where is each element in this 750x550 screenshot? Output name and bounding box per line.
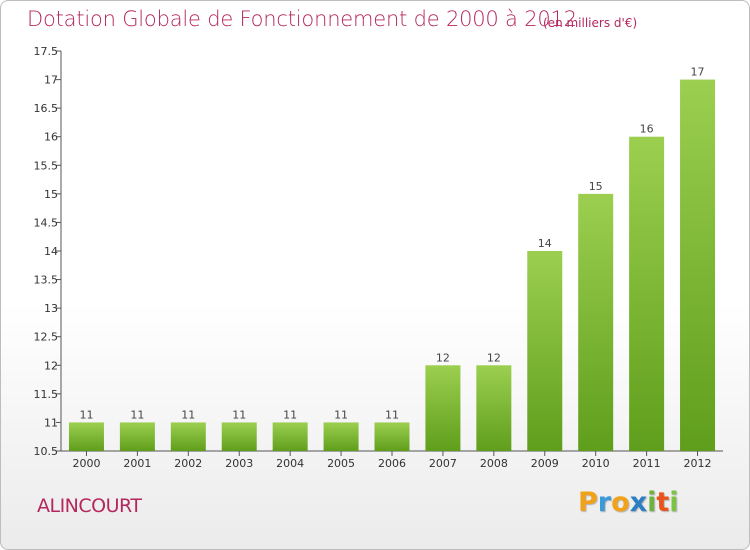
bar-2003 [221, 422, 257, 451]
x-tick-label: 2000 [72, 457, 100, 470]
x-tick-label: 2009 [531, 457, 559, 470]
y-tick-label: 12 [44, 359, 58, 372]
x-tick-label: 2003 [225, 457, 253, 470]
x-tick-label: 2007 [429, 457, 457, 470]
bar-2005 [323, 422, 359, 451]
value-label: 11 [385, 408, 399, 421]
x-tick-label: 2005 [327, 457, 355, 470]
value-label: 11 [79, 408, 93, 421]
bar-2007 [425, 365, 461, 451]
y-tick-label: 10.5 [34, 445, 59, 458]
value-label: 11 [130, 408, 144, 421]
y-tick-label: 14.5 [34, 216, 59, 229]
y-tick-label: 12.5 [34, 331, 59, 344]
y-tick-label: 15 [44, 188, 58, 201]
x-tick-label: 2011 [633, 457, 661, 470]
y-tick-label: 14 [44, 245, 58, 258]
value-label: 11 [232, 408, 246, 421]
value-labels: 11 11 11 11 11 11 11 12 12 14 15 16 17 [79, 66, 704, 422]
commune-name: ALINCOURT [37, 495, 142, 517]
logo-letter: x [629, 487, 648, 518]
x-tick-label: 2012 [684, 457, 712, 470]
bar-2010 [578, 193, 614, 451]
logo-letter: i [647, 487, 657, 518]
chart-subtitle: (en milliers d'€) [543, 16, 638, 30]
y-tick-label: 11.5 [34, 388, 59, 401]
value-label: 11 [283, 408, 297, 421]
bar-2009 [527, 251, 563, 451]
x-tick-label: 2001 [123, 457, 151, 470]
bars [68, 79, 716, 452]
bar-2002 [170, 422, 206, 451]
x-tick-label: 2004 [276, 457, 304, 470]
y-tick-label: 11 [44, 416, 58, 429]
logo-letter: r [597, 487, 612, 518]
bar-2008 [476, 365, 512, 451]
value-label: 12 [436, 351, 450, 364]
y-tick-label: 15.5 [34, 159, 59, 172]
y-tick-label: 16.5 [34, 102, 59, 115]
bar-2006 [374, 422, 410, 451]
value-label: 12 [487, 351, 501, 364]
bar-2001 [119, 422, 155, 451]
bar-2012 [680, 79, 716, 452]
value-label: 17 [691, 66, 705, 79]
y-axis: 10.5 11 11.5 12 12.5 13 13.5 14 14.5 15 15.5 16 16.5… [34, 45, 62, 458]
logo-letter: P [578, 487, 598, 518]
x-tick-label: 2008 [480, 457, 508, 470]
logo-letter: t [656, 487, 670, 518]
value-label: 11 [334, 408, 348, 421]
x-tick-label: 2002 [174, 457, 202, 470]
value-label: 15 [589, 180, 603, 193]
y-tick-label: 17.5 [34, 45, 59, 58]
value-label: 16 [640, 123, 654, 136]
x-axis: 2000 2001 2002 2003 2004 2005 2006 2007 2008 2009… [61, 450, 723, 470]
value-label: 14 [538, 237, 552, 250]
x-tick-label: 2006 [378, 457, 406, 470]
bar-2004 [272, 422, 308, 451]
bar-2011 [629, 136, 665, 451]
y-tick-label: 13.5 [34, 274, 59, 287]
y-tick-label: 16 [44, 131, 58, 144]
bar-2000 [68, 422, 104, 451]
proxiti-logo: Proxiti [578, 487, 679, 518]
logo-letter: i [669, 487, 679, 518]
x-tick-label: 2010 [582, 457, 610, 470]
logo-letter: o [611, 487, 630, 518]
chart-title: Dotation Globale de Fonctionnement de 20… [27, 7, 577, 31]
value-label: 11 [181, 408, 195, 421]
y-tick-label: 13 [44, 302, 58, 315]
y-tick-label: 17 [44, 74, 58, 87]
